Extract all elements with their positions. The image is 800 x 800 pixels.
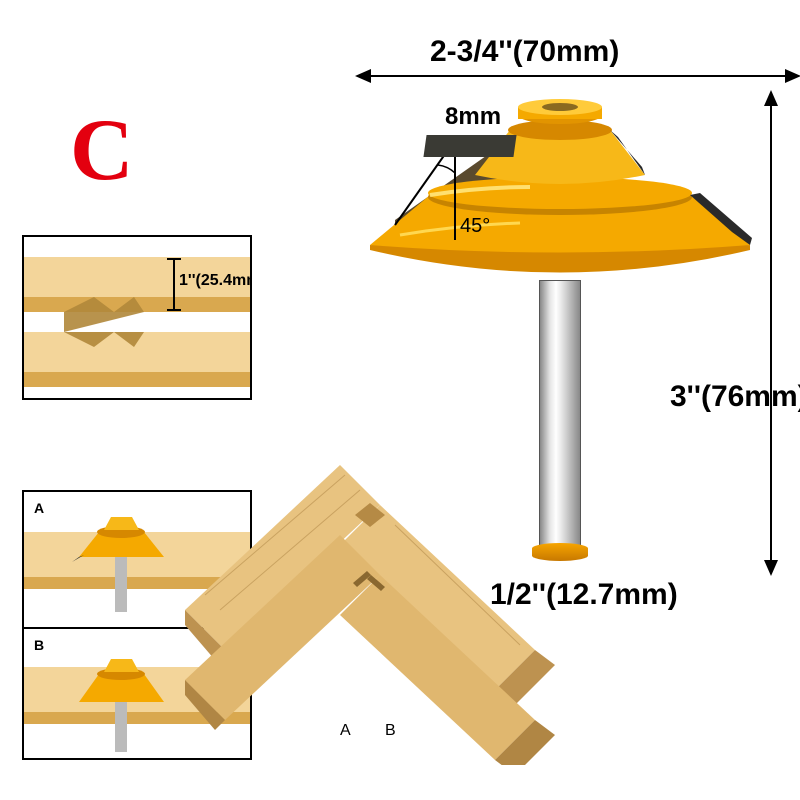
joint-label-b: B <box>385 722 396 740</box>
dim-width-label: 2-3/4''(70mm) <box>430 35 619 69</box>
dim-width-line <box>360 75 790 77</box>
dim-height-arrow-b <box>764 560 778 576</box>
variant-label: C <box>70 100 134 201</box>
thumb-stock-svg <box>24 237 252 400</box>
joint-demo: A B <box>185 455 555 765</box>
dim-height-line <box>770 95 772 565</box>
thumb-stock-box: 1''(25.4mm) <box>22 235 252 400</box>
dim-depth-label: 8mm <box>445 103 501 131</box>
dim-depth-bar <box>423 135 516 157</box>
joint-label-a: A <box>340 722 351 740</box>
angle-label: 45° <box>460 215 490 238</box>
dim-height-arrow-t <box>764 90 778 106</box>
thumb-stock-label: 1''(25.4mm) <box>179 272 252 290</box>
dim-width-arrow-l <box>355 69 371 83</box>
dim-width-arrow-r <box>785 69 800 83</box>
joint-demo-svg <box>185 455 555 765</box>
